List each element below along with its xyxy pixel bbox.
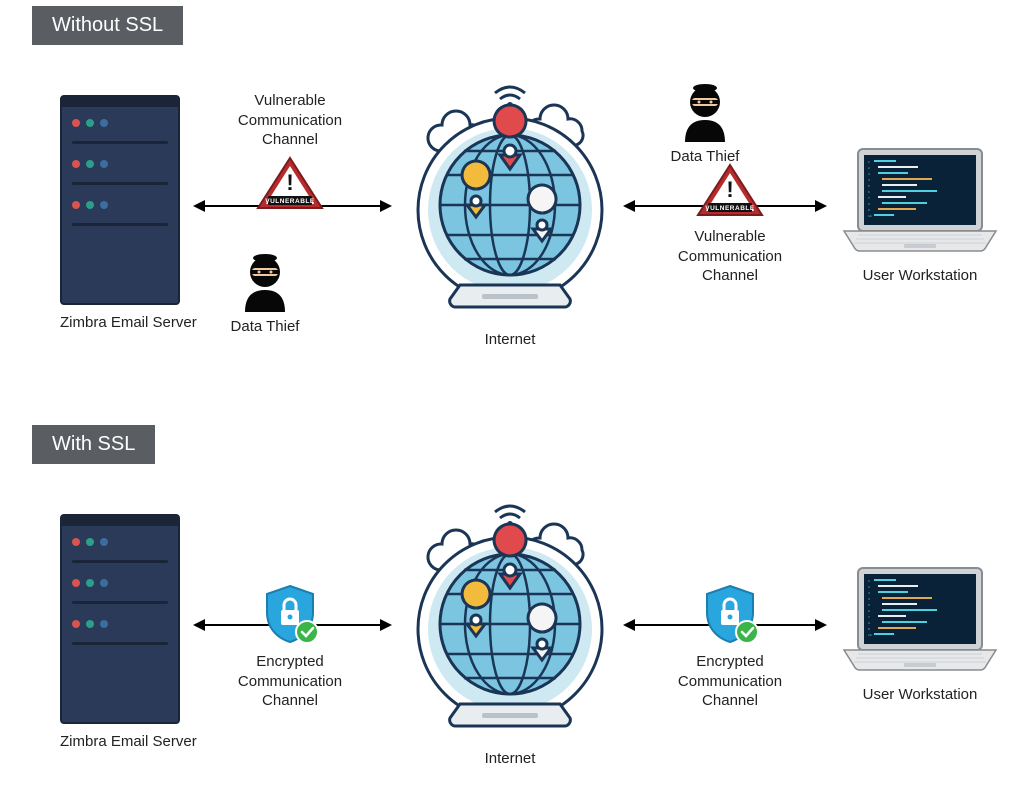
svg-text:3: 3 (868, 173, 870, 176)
svg-text:5: 5 (868, 185, 870, 188)
svg-text:8: 8 (868, 622, 870, 625)
shield-lock-icon (261, 584, 319, 646)
svg-text:!: ! (286, 170, 293, 195)
internet-label: Internet (400, 749, 620, 769)
channel-label: Encrypted Communication Channel (210, 652, 370, 711)
thief-top: Data Thief (660, 80, 750, 167)
svg-text:6: 6 (868, 191, 870, 194)
thief-bottom: Data Thief (220, 250, 310, 337)
svg-text:4: 4 (868, 179, 870, 182)
svg-text:2: 2 (868, 586, 870, 589)
node-workstation: 1 2 3 4 5 6 7 8 9 10 User Workstation (840, 564, 1000, 705)
svg-text:8: 8 (868, 203, 870, 206)
svg-text:7: 7 (868, 616, 870, 619)
vulnerable-badge-text: VULNERABLE (705, 205, 755, 212)
globe-icon (400, 494, 620, 744)
svg-text:5: 5 (868, 604, 870, 607)
warning-icon: ! VULNERABLE (696, 163, 764, 219)
workstation-label: User Workstation (840, 266, 1000, 286)
channel-right-without: ! VULNERABLE Vulnerable Communication Ch… (650, 163, 810, 286)
node-internet: Internet (400, 75, 620, 350)
globe-icon (400, 75, 620, 325)
server-label: Zimbra Email Server (60, 732, 197, 752)
channel-label: Encrypted Communication Channel (650, 652, 810, 711)
channel-left-with: Encrypted Communication Channel (210, 584, 370, 711)
section-header-without-ssl: Without SSL (32, 6, 183, 45)
vulnerable-badge-text: VULNERABLE (265, 198, 315, 205)
node-server: Zimbra Email Server (60, 95, 197, 333)
svg-text:7: 7 (868, 197, 870, 200)
svg-text:10: 10 (868, 634, 872, 637)
node-workstation: 1 2 3 4 5 6 7 8 9 10 User Workstation (840, 145, 1000, 286)
svg-text:4: 4 (868, 598, 870, 601)
shield-lock-icon (701, 584, 759, 646)
svg-text:2: 2 (868, 167, 870, 170)
channel-label: Vulnerable Communication Channel (650, 227, 810, 286)
section-header-with-ssl: With SSL (32, 425, 155, 464)
laptop-icon: 1 2 3 4 5 6 7 8 9 10 (840, 564, 1000, 674)
internet-label: Internet (400, 330, 620, 350)
svg-text:6: 6 (868, 610, 870, 613)
svg-text:10: 10 (868, 215, 872, 218)
svg-text:9: 9 (868, 209, 870, 212)
server-label: Zimbra Email Server (60, 313, 197, 333)
workstation-label: User Workstation (840, 685, 1000, 705)
node-internet: Internet (400, 494, 620, 769)
svg-text:!: ! (726, 177, 733, 202)
server-icon (60, 514, 180, 724)
node-server: Zimbra Email Server (60, 514, 197, 752)
svg-text:3: 3 (868, 592, 870, 595)
svg-text:1: 1 (868, 580, 870, 583)
server-icon (60, 95, 180, 305)
thief-label: Data Thief (220, 317, 310, 337)
svg-text:9: 9 (868, 628, 870, 631)
warning-icon: ! VULNERABLE (256, 156, 324, 212)
diagram-with-ssl: Zimbra Email Server Encrypted Communicat… (0, 464, 1024, 794)
channel-label: Vulnerable Communication Channel (210, 91, 370, 150)
laptop-icon: 1 2 3 4 5 6 7 8 9 10 (840, 145, 1000, 255)
channel-right-with: Encrypted Communication Channel (650, 584, 810, 711)
channel-left-without: Vulnerable Communication Channel ! VULNE… (210, 85, 370, 212)
diagram-without-ssl: Zimbra Email Server Vulnerable Communica… (0, 45, 1024, 375)
svg-text:1: 1 (868, 161, 870, 164)
